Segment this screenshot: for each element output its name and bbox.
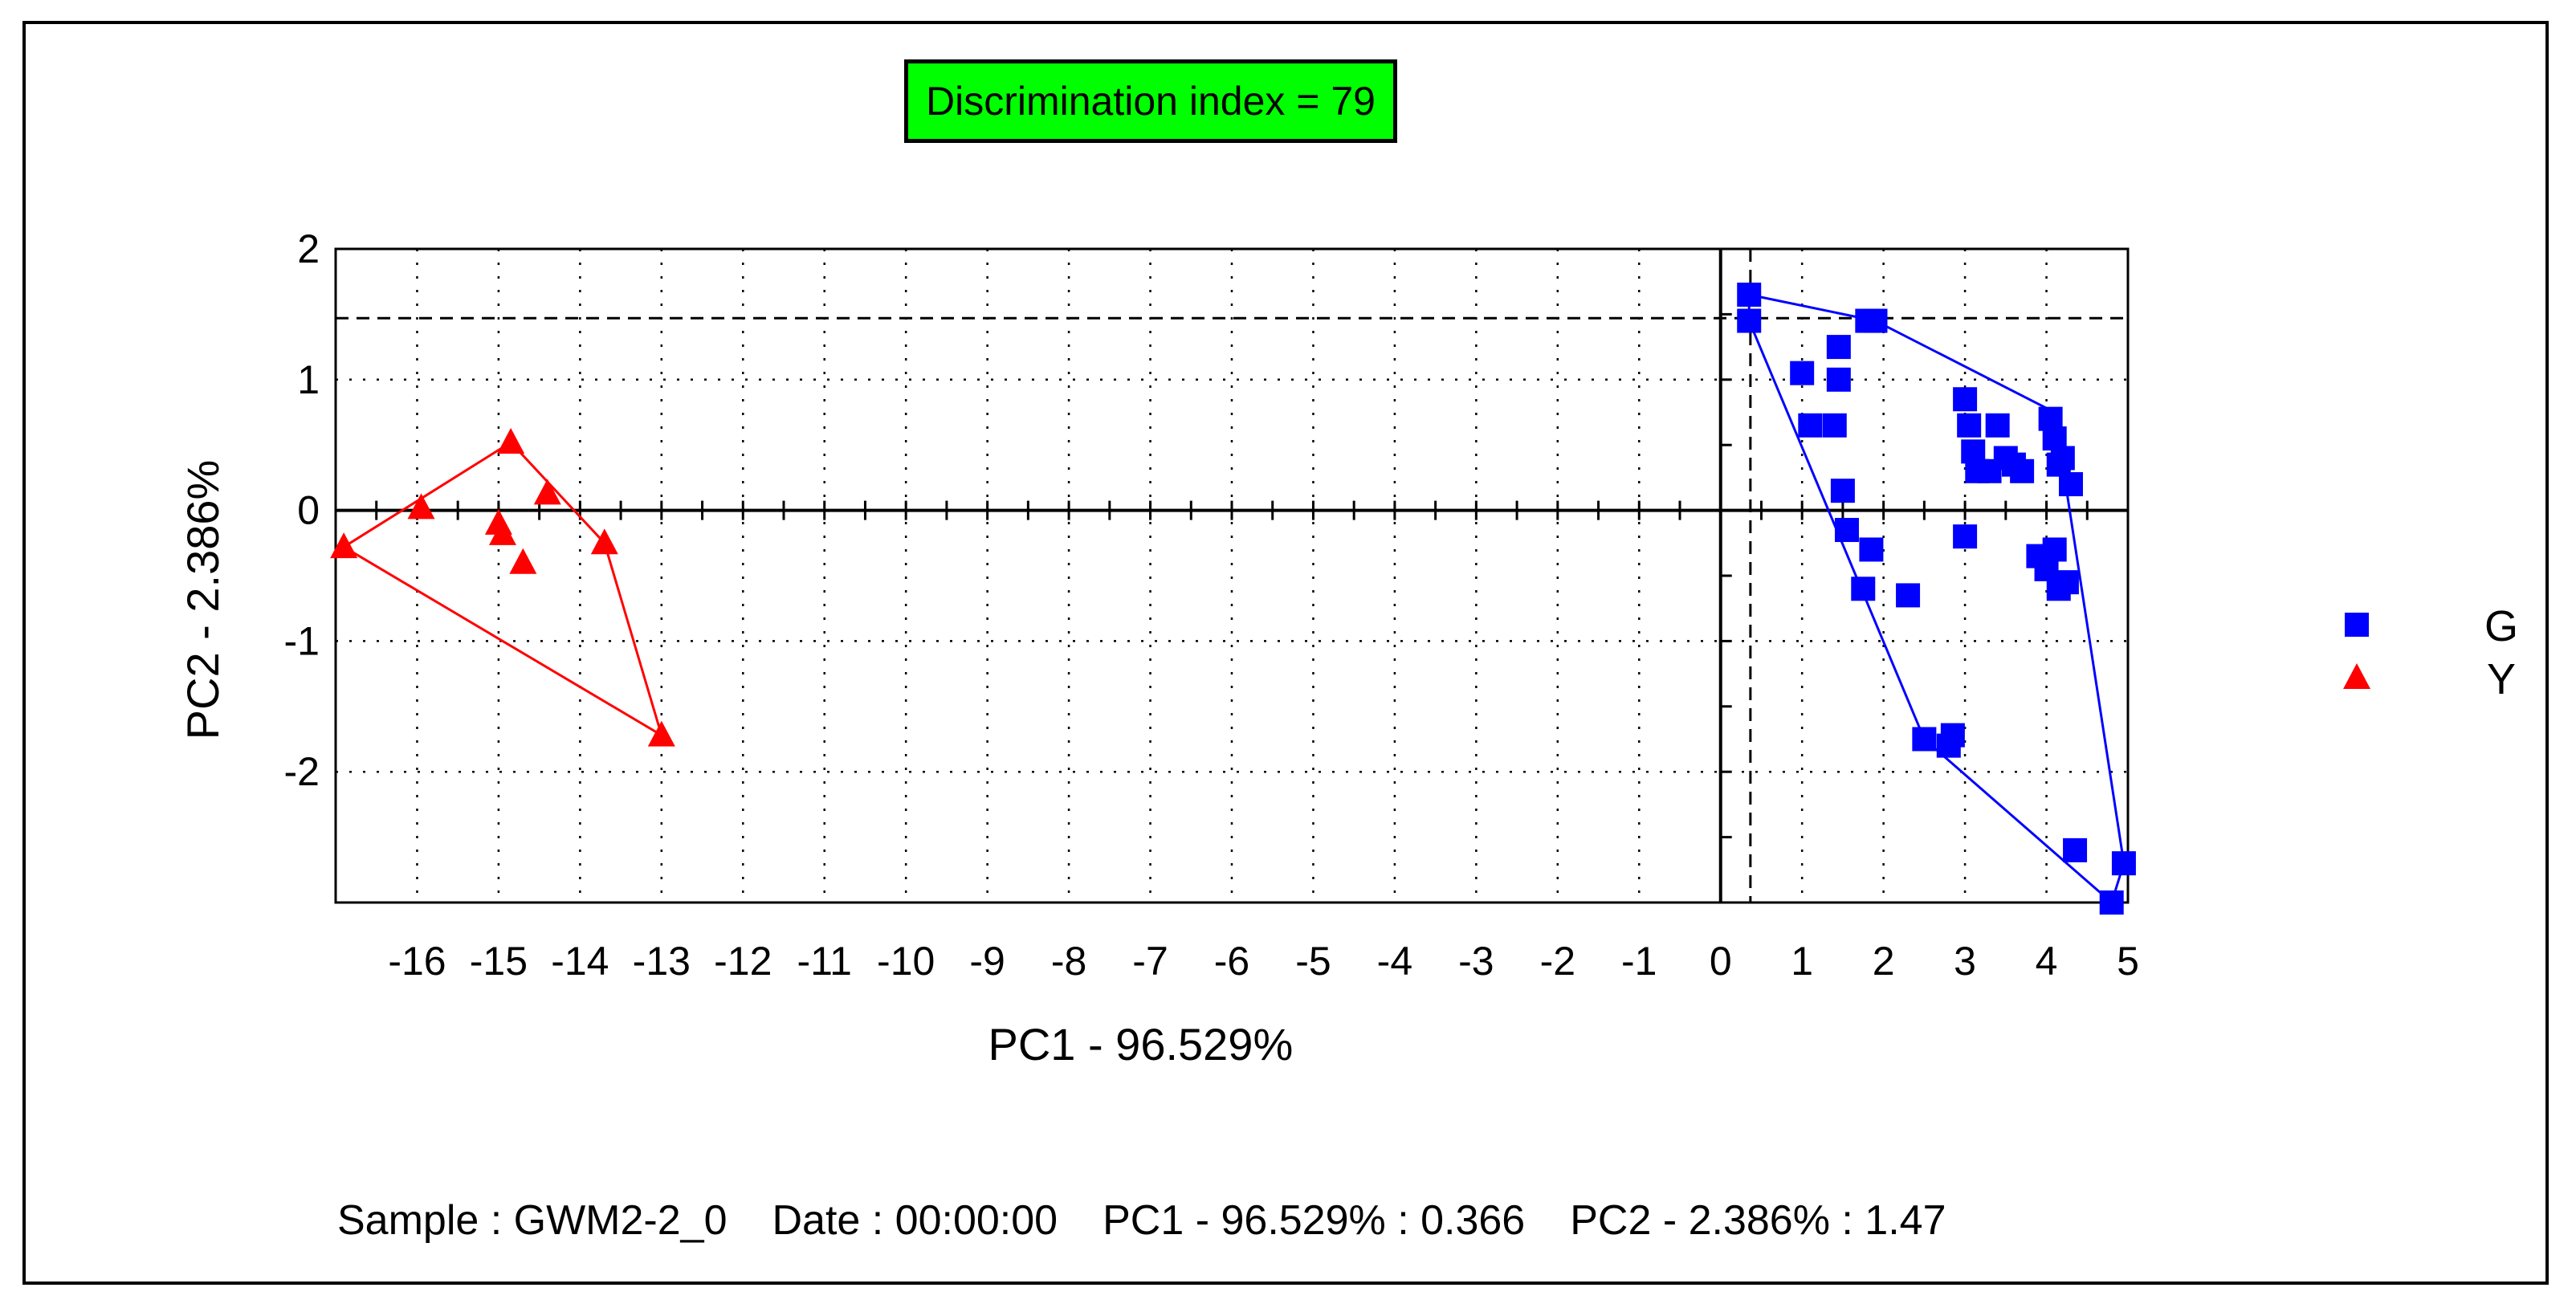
point-g: [1896, 583, 1921, 608]
point-y: [488, 519, 516, 545]
x-tick-label: -6: [1214, 939, 1249, 984]
point-g: [2099, 890, 2124, 915]
point-g: [1940, 723, 1965, 748]
x-tick-label: 4: [2036, 939, 2058, 984]
point-g: [1830, 479, 1855, 503]
point-y: [407, 493, 435, 520]
status-pc2: PC2 - 2.386% : 1.47: [1570, 1197, 1946, 1244]
x-tick-label: -5: [1295, 939, 1331, 984]
x-tick-label: -11: [797, 939, 852, 984]
y-tick-label: -2: [284, 749, 320, 794]
x-tick-label: -4: [1377, 939, 1412, 984]
x-tick-label: -15: [470, 939, 528, 984]
point-y: [590, 528, 618, 555]
point-g: [1851, 577, 1876, 601]
hull-g: [1747, 293, 2126, 905]
x-tick-label: 3: [1954, 939, 1976, 984]
x-tick-label: -10: [877, 939, 935, 984]
point-g: [1737, 282, 1762, 307]
point-g: [2058, 472, 2083, 497]
point-y: [509, 548, 537, 574]
point-g: [2111, 851, 2136, 876]
point-g: [1957, 413, 1982, 438]
status-pc1: PC1 - 96.529% : 0.366: [1103, 1197, 1526, 1244]
x-tick-label: -2: [1540, 939, 1575, 984]
point-g: [1912, 727, 1937, 752]
x-tick-label: 0: [1710, 939, 1732, 984]
legend-label-g: G: [2484, 602, 2518, 650]
legend-marker-y: [2343, 663, 2370, 689]
y-tick-label: 2: [297, 226, 320, 271]
x-tick-label: -9: [969, 939, 1005, 984]
point-g: [2054, 570, 2079, 595]
status-sample: Sample : GWM2-2_0: [337, 1197, 728, 1244]
point-y: [533, 479, 561, 505]
point-g: [1863, 308, 1888, 333]
y-axis-title: PC2 - 2.386%: [177, 460, 228, 740]
y-tick-label: -1: [284, 618, 320, 663]
status-bar: Sample : GWM2-2_0 Date : 00:00:00 PC1 - 96…: [337, 1196, 1991, 1245]
point-g: [1953, 524, 1978, 549]
point-y: [330, 532, 358, 559]
point-g: [2063, 837, 2088, 862]
legend-marker-g: [2345, 613, 2369, 637]
point-g: [2042, 537, 2067, 562]
point-g: [2050, 446, 2075, 471]
discrimination-index-badge: Discrimination index = 79: [904, 59, 1397, 143]
point-g: [1822, 413, 1847, 438]
status-date: Date : 00:00:00: [772, 1197, 1058, 1244]
x-tick-label: -1: [1621, 939, 1657, 984]
x-tick-label: -8: [1051, 939, 1086, 984]
point-g: [2010, 458, 2035, 483]
y-tick-label: 1: [297, 357, 320, 402]
point-g: [1953, 387, 1978, 412]
x-tick-label: 2: [1873, 939, 1895, 984]
point-y: [497, 427, 525, 454]
point-g: [1737, 308, 1762, 333]
x-tick-label: 1: [1791, 939, 1813, 984]
x-tick-label: 5: [2117, 939, 2139, 984]
point-g: [1790, 361, 1815, 385]
point-g: [1859, 537, 1884, 562]
x-tick-label: -12: [714, 939, 772, 984]
x-tick-label: -14: [551, 939, 609, 984]
y-tick-label: 0: [297, 488, 320, 533]
point-g: [1798, 413, 1823, 438]
point-g: [1826, 335, 1851, 360]
legend-label-y: Y: [2487, 655, 2516, 703]
point-g: [1985, 413, 2010, 438]
x-tick-label: -13: [633, 939, 691, 984]
x-axis-title: PC1 - 96.529%: [988, 1019, 1293, 1070]
point-g: [1826, 367, 1851, 392]
point-g: [1834, 518, 1859, 543]
x-tick-label: -3: [1458, 939, 1494, 984]
x-tick-label: -16: [388, 939, 446, 984]
point-y: [647, 720, 675, 747]
plot-area: [334, 247, 2130, 904]
x-tick-label: -7: [1132, 939, 1168, 984]
